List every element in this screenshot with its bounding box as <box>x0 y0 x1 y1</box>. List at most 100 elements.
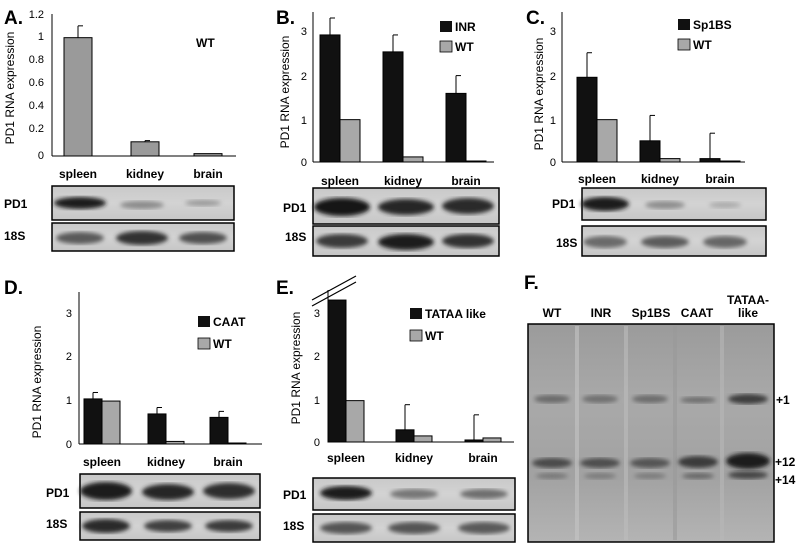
panel-e-18s-band <box>458 522 510 534</box>
panel-d-ytick: 3 <box>66 308 72 320</box>
panel-f-band <box>536 473 568 479</box>
panel-c-pd1-band <box>709 202 741 208</box>
panel-a-bar-wt <box>63 37 93 157</box>
panel-a-ytick: 0.6 <box>29 77 44 89</box>
panel-a-ytick: 1.2 <box>29 9 44 21</box>
panel-d-pd1-band <box>80 482 132 500</box>
panel-a-blot-label-pd1: PD1 <box>4 197 28 211</box>
panel-f-lane-boundary <box>575 326 579 540</box>
panel-e-ytick: 2 <box>314 351 320 363</box>
panel-f-lane-label: Sp1BS <box>632 306 671 320</box>
panel-b-ytick: 0 <box>301 157 307 169</box>
panel-b-category-label: kidney <box>384 174 422 188</box>
panel-d-bar-wt <box>101 400 121 445</box>
panel-e-bar-wt <box>413 435 433 443</box>
panel-e-ytick: 1 <box>314 395 320 407</box>
panel-d-bars <box>83 391 247 445</box>
panel-d-18s-band <box>144 520 192 532</box>
panel-b-blot-label-pd1: PD1 <box>283 201 307 215</box>
panel-e-pd1-band <box>460 489 508 499</box>
panel-d: D. PD1 RNA expression 3 2 1 0 CAAT WT sp… <box>4 278 262 541</box>
panel-a-category-label: spleen <box>59 167 97 181</box>
panel-b-bar-inr <box>382 51 404 163</box>
panel-c-bar-wt <box>659 158 681 163</box>
panel-b-ytick: 2 <box>301 71 307 83</box>
panel-a-ytick: 0.2 <box>29 123 44 135</box>
panel-f-band <box>630 458 670 468</box>
panel-a-legend-text: WT <box>196 36 215 50</box>
panel-c-ytick: 2 <box>550 71 556 83</box>
panel-e-axis-break-line <box>311 275 357 301</box>
panel-b-y-axis-label: PD1 RNA expression <box>278 36 292 149</box>
panel-b-bars <box>319 17 487 163</box>
panel-f-lane-label-line: like <box>738 306 758 320</box>
panel-f-lane-label: INR <box>591 306 612 320</box>
panel-d-label: D. <box>4 278 23 299</box>
panel-b-pd1-band <box>378 199 434 215</box>
panel-b-category-label: spleen <box>321 174 359 188</box>
panel-e-bar-wt <box>482 437 502 443</box>
panel-f-lane-label: CAAT <box>681 306 714 320</box>
panel-b-bar-inr <box>319 34 341 163</box>
panel-c-legend-text: Sp1BS <box>693 18 732 32</box>
panel-a: A. PD1 RNA expression 1.2 1 0.8 0.6 0.4 … <box>3 8 236 252</box>
panel-a-pd1-band <box>185 200 221 206</box>
panel-b: B. PD1 RNA expression 3 2 1 0 INR WT spl… <box>276 8 500 257</box>
panel-c-label: C. <box>526 8 545 29</box>
panel-d-legend-text: CAAT <box>213 315 246 329</box>
panel-f-bands-plus12 <box>532 453 770 469</box>
panel-f-lane-boundary <box>624 326 628 540</box>
panel-e-label: E. <box>276 278 294 299</box>
panel-c-blot-label-pd1: PD1 <box>552 197 576 211</box>
panel-b-bar-wt <box>465 160 487 163</box>
panel-a-blot-label-18s: 18S <box>4 229 25 243</box>
panel-c-pd1-band <box>581 197 629 211</box>
panel-b-category-label: brain <box>451 174 480 188</box>
panel-f-band <box>534 395 570 403</box>
panel-b-18s-band <box>378 234 434 250</box>
panel-d-legend-swatch <box>197 337 211 350</box>
panel-f-band <box>726 453 770 469</box>
panel-f-gel <box>527 323 775 543</box>
panel-b-legend-text: INR <box>455 20 476 34</box>
panel-e-pd1-band <box>390 489 438 499</box>
panel-a-18s-band <box>116 231 168 245</box>
panel-d-category-label: kidney <box>147 455 185 469</box>
panel-f-label: F. <box>524 273 539 294</box>
panel-e-axis-break <box>311 275 357 307</box>
panel-a-category-label: brain <box>193 167 222 181</box>
panel-a-pd1-band <box>120 201 164 209</box>
panel-d-legend-swatch <box>198 316 210 327</box>
panel-d-bar-wt <box>165 440 185 445</box>
panel-e-ytick: 0 <box>314 437 320 449</box>
panel-e-blot-label-pd1: PD1 <box>283 488 307 502</box>
panel-f-lane-label-line: TATAA- <box>727 293 769 307</box>
panel-b-ytick: 3 <box>301 26 307 38</box>
panel-a-bar-wt <box>130 141 160 157</box>
panel-a-18s-band <box>56 232 104 244</box>
panel-c-category-label: kidney <box>641 172 679 186</box>
panel-f-lane-shading <box>575 326 724 540</box>
panel-c-y-axis-label: PD1 RNA expression <box>532 38 546 151</box>
panel-b-legend-swatch <box>439 40 453 53</box>
panel-e-ytick: 3 <box>314 308 320 320</box>
panel-f-bands-plus1 <box>534 394 768 404</box>
panel-a-bar-wt <box>193 153 223 157</box>
panel-c-bar-wt <box>596 119 618 163</box>
panel-a-category-label: kidney <box>126 167 164 181</box>
panel-e-blot-label-18s: 18S <box>283 519 304 533</box>
panel-c-bar-sp1bs <box>699 158 721 163</box>
panel-b-ytick: 1 <box>301 115 307 127</box>
panel-e-legend-swatch <box>410 308 422 319</box>
panel-a-label: A. <box>4 8 23 29</box>
panel-f-band <box>682 473 714 479</box>
panel-b-legend-text: WT <box>455 40 474 54</box>
panel-d-bar-caat <box>83 398 103 445</box>
panel-f-band <box>584 473 616 479</box>
panel-c-ytick: 1 <box>550 115 556 127</box>
panel-c-bar-wt <box>719 160 741 163</box>
panel-c-blot-label-18s: 18S <box>556 236 577 250</box>
panel-f-lane-label: TATAA-like <box>727 293 769 320</box>
panel-d-18s-band <box>82 519 130 533</box>
